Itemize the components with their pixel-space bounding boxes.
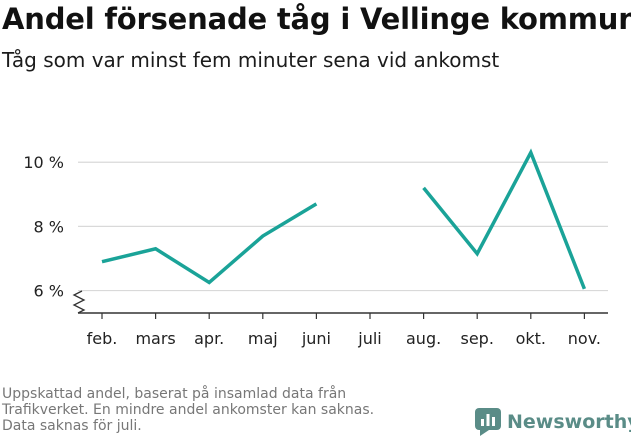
newsworthy-logo[interactable]: Newsworthy (475, 407, 631, 437)
x-axis (72, 290, 608, 319)
chart-subtitle: Tåg som var minst fem minuter sena vid a… (2, 48, 500, 72)
x-tick-label: apr. (194, 329, 224, 348)
data-point-apr.[interactable] (203, 277, 215, 289)
y-tick-label: 6 % (34, 282, 64, 301)
data-point-nov.[interactable] (578, 283, 590, 295)
line-chart: 6 % 8 % 10 % feb. mars apr. maj juni juli aug. se… (23, 147, 608, 348)
y-axis-labels: 6 % 8 % 10 % (23, 153, 64, 300)
x-tick-label: maj (248, 329, 278, 348)
data-point-juni[interactable] (310, 198, 322, 210)
y-tick-label: 10 % (23, 153, 64, 172)
footnote-line-1: Uppskattad andel, baserat på insamlad da… (2, 386, 347, 402)
x-tick-label: juni (301, 329, 331, 348)
bar-chart-icon (475, 408, 501, 436)
x-tick-label: mars (135, 329, 175, 348)
data-point-maj[interactable] (257, 230, 269, 242)
data-point-mars[interactable] (150, 243, 162, 255)
x-tick-label: okt. (516, 329, 546, 348)
footnote-line-3: Data saknas för juli. (2, 418, 142, 434)
gridlines (78, 161, 608, 292)
footnote: Uppskattad andel, baserat på insamlad da… (2, 386, 442, 434)
data-point-okt.[interactable] (525, 147, 537, 159)
x-tick-label: sep. (460, 329, 493, 348)
series-line-segment-1 (101, 202, 318, 285)
y-tick-label: 8 % (34, 217, 64, 236)
data-point-sep.[interactable] (471, 248, 483, 260)
x-tick-label: feb. (87, 329, 118, 348)
data-point-feb.[interactable] (96, 256, 108, 268)
series-line-segment-2 (422, 148, 587, 290)
x-axis-labels: feb. mars apr. maj juni juli aug. sep. okt. nov. (87, 329, 601, 348)
x-tick-label: juli (357, 329, 381, 348)
x-tick-label: nov. (568, 329, 601, 348)
data-point-aug.[interactable] (418, 182, 430, 194)
chart-title: Andel försenade tåg i Vellinge kommun (2, 2, 631, 36)
x-tick-label: aug. (406, 329, 441, 348)
axis-break-icon (72, 290, 86, 314)
footnote-line-2: Trafikverket. En mindre andel ankomster … (2, 402, 375, 418)
data-series (96, 147, 590, 295)
brand-name: Newsworthy (507, 411, 631, 433)
